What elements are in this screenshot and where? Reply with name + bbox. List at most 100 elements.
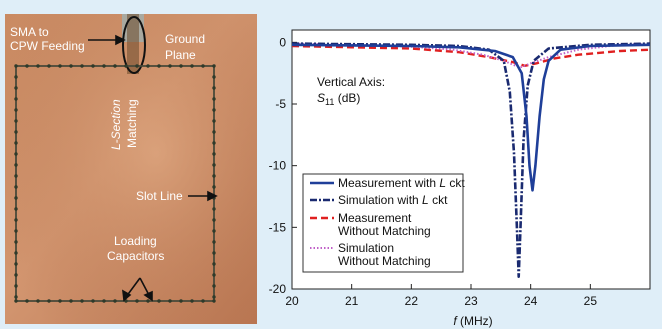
x-axis-var: f <box>453 314 458 328</box>
capacitor-dot <box>14 130 18 134</box>
capacitor-dot <box>36 64 40 68</box>
capacitor-dot <box>14 299 18 303</box>
capacitor-dot <box>212 229 216 233</box>
label-ground-line1: Ground <box>165 32 205 46</box>
x-tick-label: 22 <box>405 294 419 308</box>
capacitor-dot <box>212 299 216 303</box>
y-tick-label: 0 <box>279 35 286 49</box>
capacitor-dot <box>157 299 161 303</box>
capacitor-dot <box>212 130 216 134</box>
legend-label-line2: Without Matching <box>338 254 431 268</box>
annotation-line2: S11 (dB) <box>317 91 360 107</box>
capacitor-dot <box>14 119 18 123</box>
series-line-1 <box>291 43 651 192</box>
x-axis: 20 21 22 23 24 25 <box>285 284 597 308</box>
capacitor-dot <box>36 299 40 303</box>
capacitor-dot <box>80 299 84 303</box>
lsection-marker-circle <box>122 16 146 74</box>
capacitor-dot <box>25 64 29 68</box>
annotation-arrows <box>88 34 218 302</box>
capacitor-dot <box>14 207 18 211</box>
capacitor-dot <box>14 141 18 145</box>
capacitor-dot <box>91 299 95 303</box>
legend-label: Simulation with L ckt <box>338 193 448 207</box>
capacitor-dot <box>135 299 139 303</box>
capacitor-dot <box>168 64 172 68</box>
label-loading-line1: Loading <box>114 234 157 248</box>
capacitor-dot <box>135 64 139 68</box>
s11-chart: 0 -5 -10 -15 -20 20 21 22 23 24 25 Vertical Axis:… <box>269 29 651 328</box>
legend-label-text: Simulation <box>338 241 394 255</box>
capacitor-dot <box>190 64 194 68</box>
legend-label-tail: ckt <box>429 193 448 207</box>
y-tick-label: -10 <box>269 159 287 173</box>
capacitor-dot <box>146 299 150 303</box>
capacitor-dot <box>14 152 18 156</box>
label-sma-line2: CPW Feeding <box>10 39 85 53</box>
capacitor-dot <box>14 251 18 255</box>
y-axis: 0 -5 -10 -15 -20 <box>269 35 297 296</box>
legend-label: Simulation <box>338 241 394 255</box>
capacitor-dot <box>25 299 29 303</box>
capacitor-dot <box>58 64 62 68</box>
capacitor-dot <box>14 284 18 288</box>
capacitor-dot <box>14 262 18 266</box>
capacitor-dot <box>212 262 216 266</box>
x-axis-unit: (MHz) <box>457 314 493 328</box>
capacitor-dot <box>146 64 150 68</box>
capacitor-dot <box>190 299 194 303</box>
legend-label-line2: Without Matching <box>338 224 431 238</box>
capacitor-dot <box>212 284 216 288</box>
legend-label-var: L <box>439 176 446 190</box>
y-tick-label: -20 <box>269 282 287 296</box>
capacitor-dot <box>212 152 216 156</box>
series-line-2 <box>291 42 651 278</box>
legend: Measurement with L ckt Simulation with L … <box>302 173 465 273</box>
legend-label: Measurement with L ckt <box>338 176 465 190</box>
legend-label: Measurement <box>338 211 412 225</box>
label-lsection-line2: Matching <box>125 99 139 148</box>
capacitor-dot <box>14 240 18 244</box>
label-sma-line1: SMA to <box>10 25 49 39</box>
capacitor-dot <box>212 86 216 90</box>
capacitor-dot <box>212 119 216 123</box>
label-lsection-line1: L-Section <box>109 99 123 150</box>
capacitor-dot <box>179 64 183 68</box>
series-layer <box>291 42 651 278</box>
capacitor-dot <box>102 299 106 303</box>
capacitor-dot <box>14 108 18 112</box>
antenna-photo: SMA to CPW Feeding Ground Plane L-Sectio… <box>0 0 262 329</box>
capacitor-dot <box>14 97 18 101</box>
x-tick-label: 23 <box>464 294 478 308</box>
annotation-line1: Vertical Axis: <box>317 75 385 89</box>
x-tick-label: 20 <box>285 294 299 308</box>
capacitor-dot <box>14 229 18 233</box>
capacitor-dot <box>212 64 216 68</box>
capacitor-dot <box>212 207 216 211</box>
slot-line-loop <box>14 64 216 303</box>
legend-label-var: L <box>422 193 429 207</box>
y-tick-label: -5 <box>275 97 286 111</box>
annotation-sub: 11 <box>325 97 334 107</box>
capacitor-dot <box>14 196 18 200</box>
capacitor-dot <box>179 299 183 303</box>
capacitor-dot <box>212 251 216 255</box>
capacitor-dot <box>69 64 73 68</box>
capacitor-dot <box>212 295 216 299</box>
capacitor-dot <box>212 240 216 244</box>
capacitor-dot <box>102 64 106 68</box>
capacitor-dot <box>14 75 18 79</box>
x-axis-label: f (MHz) <box>453 314 492 328</box>
capacitor-dot <box>14 64 18 68</box>
label-slot-line: Slot Line <box>136 189 183 203</box>
capacitor-dot <box>113 299 117 303</box>
capacitor-dot <box>47 299 51 303</box>
capacitor-dot <box>14 86 18 90</box>
y-tick-label: -15 <box>269 220 287 234</box>
capacitor-dot <box>201 64 205 68</box>
capacitor-dot <box>212 163 216 167</box>
label-ground-line2: Plane <box>165 48 196 62</box>
capacitor-dot <box>212 185 216 189</box>
capacitor-dot <box>14 163 18 167</box>
x-tick-label: 25 <box>584 294 598 308</box>
